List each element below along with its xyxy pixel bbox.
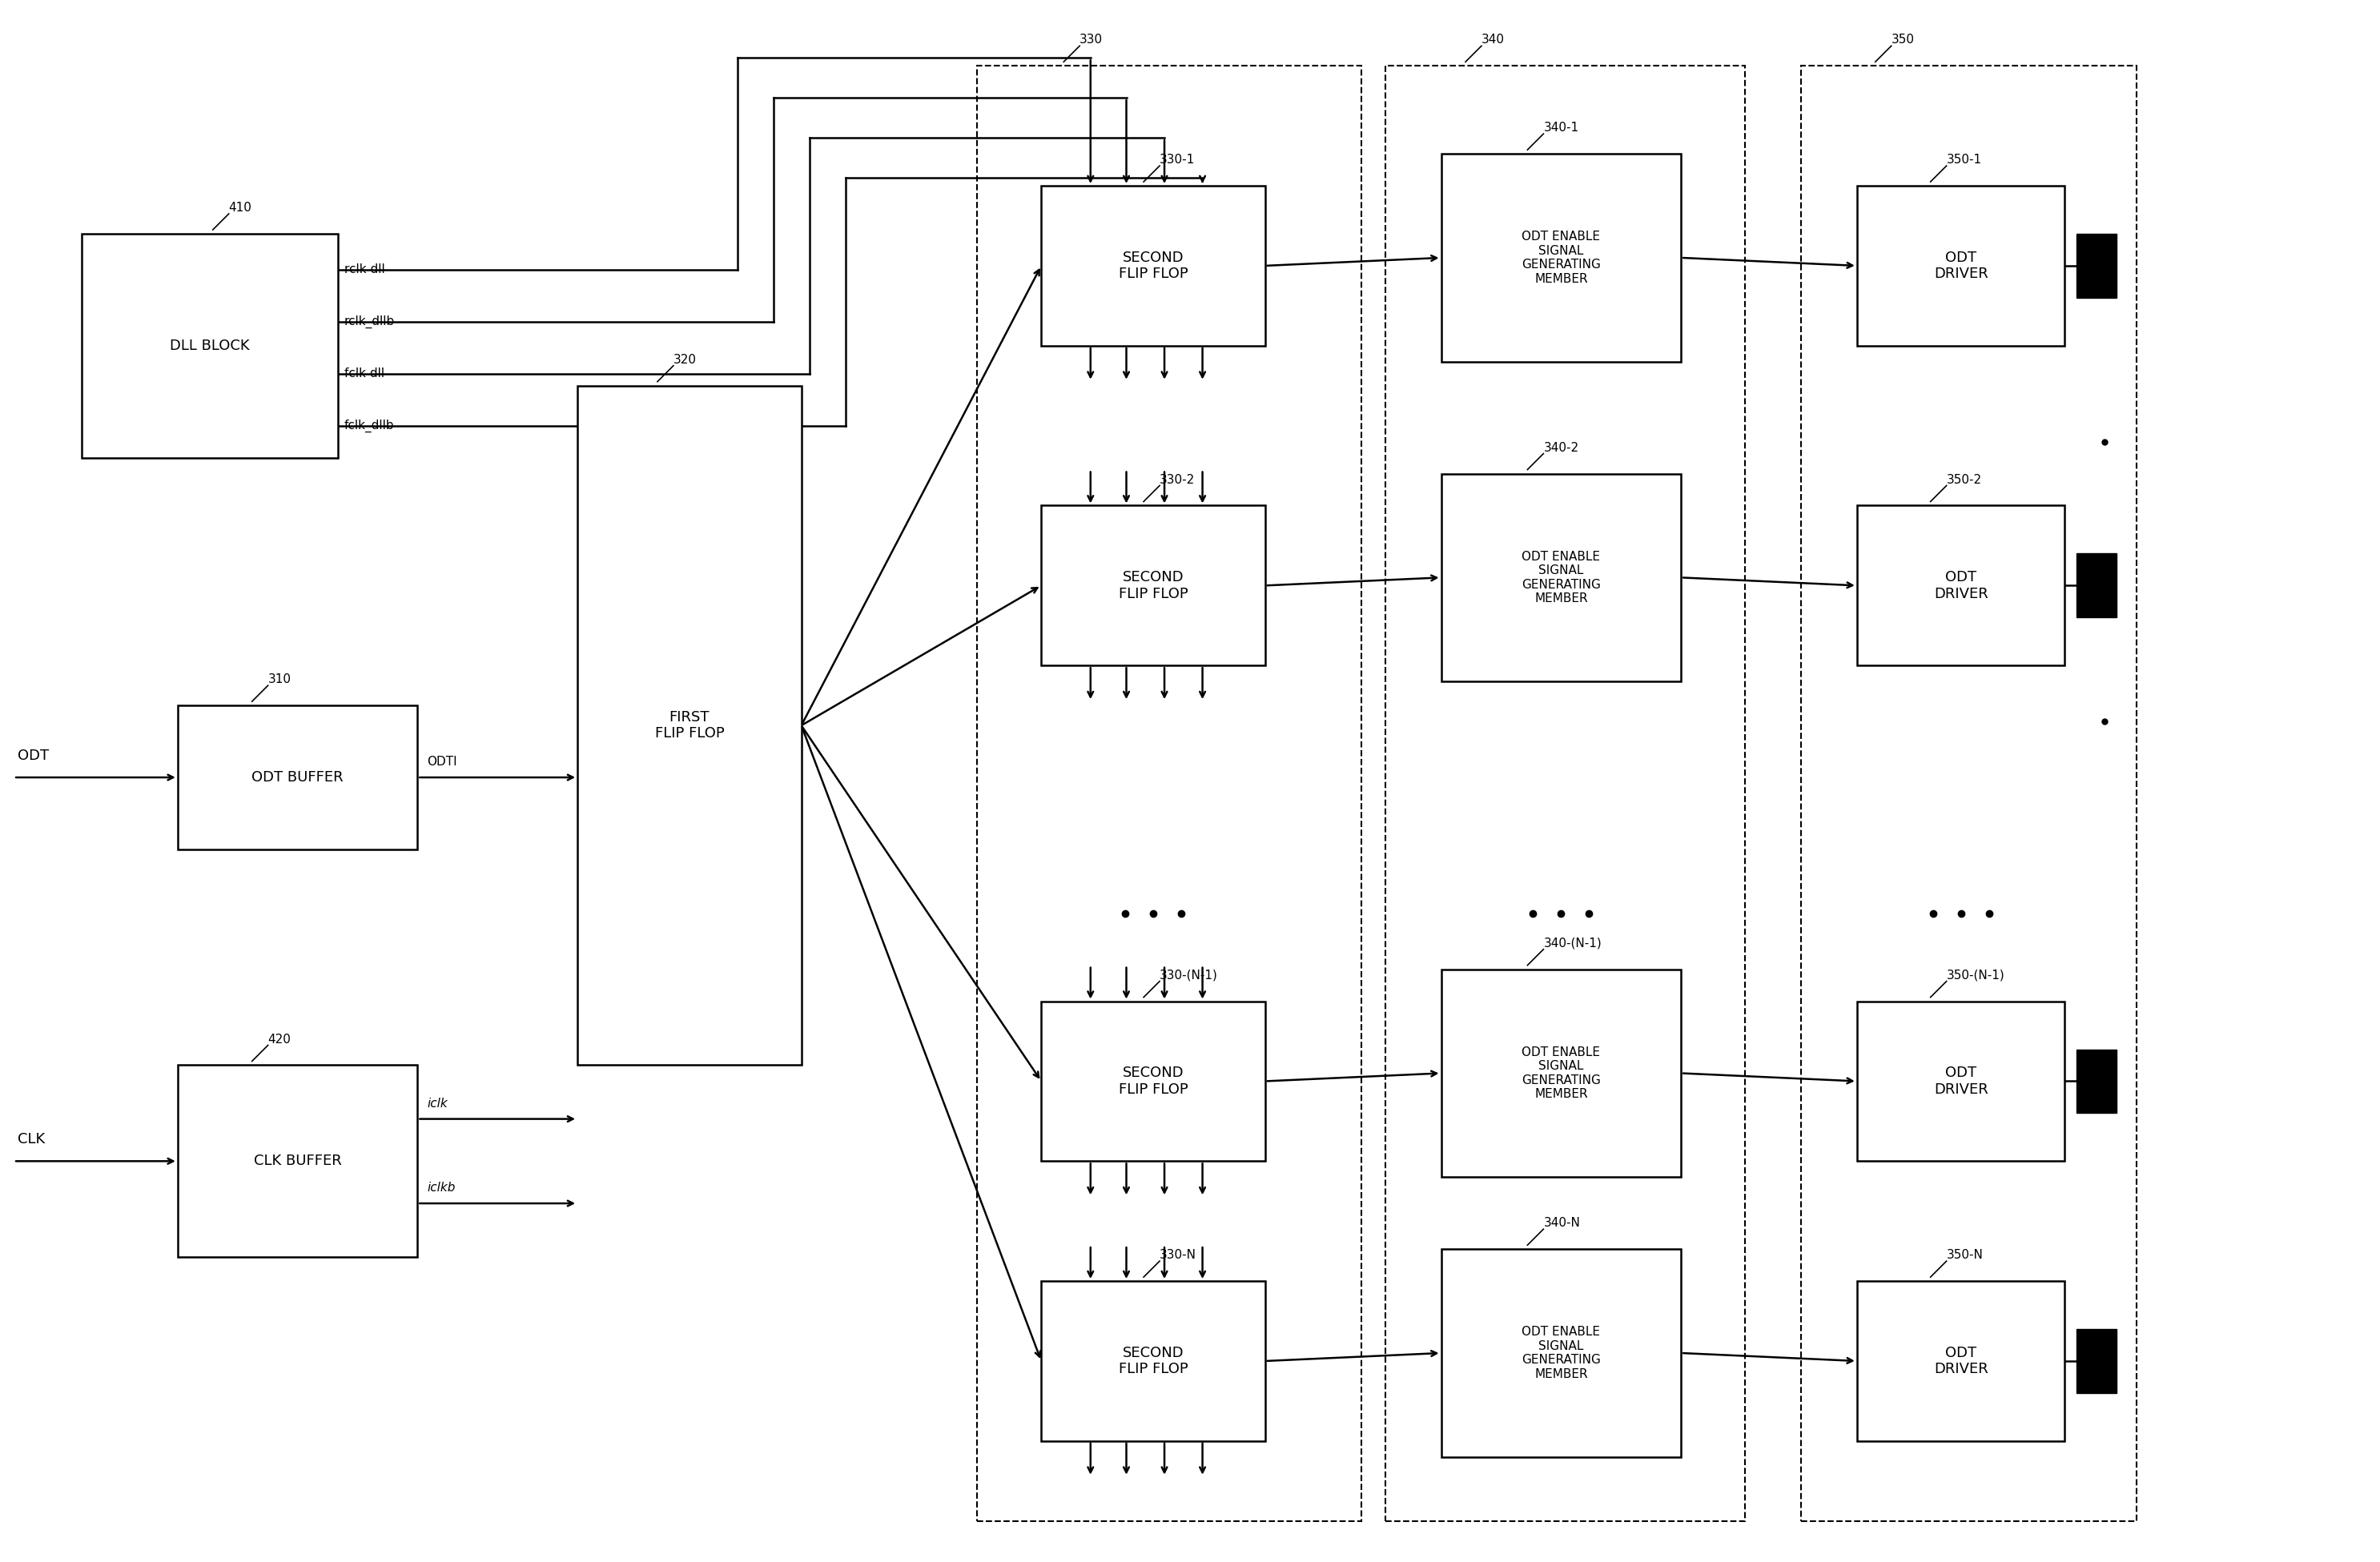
Bar (2078, 1050, 2116, 1114)
Text: SECOND
FLIP FLOP: SECOND FLIP FLOP (1119, 1345, 1188, 1376)
Bar (1442, 473, 1680, 681)
Bar (81, 234, 338, 458)
Bar (1442, 1250, 1680, 1457)
Text: 340-2: 340-2 (1545, 442, 1578, 453)
Text: CLK: CLK (17, 1132, 45, 1147)
Bar (1385, 66, 1745, 1521)
Text: SECOND
FLIP FLOP: SECOND FLIP FLOP (1119, 250, 1188, 281)
Bar (578, 386, 802, 1065)
Text: 350-1: 350-1 (1947, 153, 1983, 166)
Text: ODT
DRIVER: ODT DRIVER (1935, 250, 1987, 281)
Text: 350-(N-1): 350-(N-1) (1947, 970, 2004, 981)
Text: 340: 340 (1480, 34, 1504, 45)
Bar (1856, 186, 2066, 345)
Text: 330-N: 330-N (1159, 1250, 1197, 1261)
Text: iclk: iclk (426, 1098, 447, 1109)
Text: ODT
DRIVER: ODT DRIVER (1935, 570, 1987, 601)
Bar (2078, 553, 2116, 617)
Text: 330: 330 (1081, 34, 1102, 45)
Text: 340-N: 340-N (1545, 1217, 1580, 1229)
Bar (1442, 153, 1680, 362)
Text: ODT ENABLE
SIGNAL
GENERATING
MEMBER: ODT ENABLE SIGNAL GENERATING MEMBER (1521, 231, 1602, 284)
Text: DLL BLOCK: DLL BLOCK (169, 339, 250, 353)
Text: 330-2: 330-2 (1159, 473, 1195, 486)
Text: 420: 420 (269, 1032, 290, 1045)
Bar (1042, 506, 1266, 665)
Text: 350-2: 350-2 (1947, 473, 1983, 486)
Text: CLK BUFFER: CLK BUFFER (255, 1154, 340, 1168)
Bar (1856, 1281, 2066, 1442)
Bar (1856, 1001, 2066, 1161)
Text: 340-(N-1): 340-(N-1) (1545, 937, 1602, 950)
Text: ODTI: ODTI (426, 756, 457, 769)
Bar (2078, 234, 2116, 298)
Text: rclk dll: rclk dll (345, 264, 386, 276)
Text: ODT
DRIVER: ODT DRIVER (1935, 1065, 1987, 1097)
Bar (1856, 506, 2066, 665)
Text: 350-N: 350-N (1947, 1250, 1983, 1261)
Bar (978, 66, 1361, 1521)
Text: 310: 310 (269, 673, 290, 686)
Text: SECOND
FLIP FLOP: SECOND FLIP FLOP (1119, 570, 1188, 601)
Bar (1042, 186, 1266, 345)
Bar (1042, 1281, 1266, 1442)
Text: 320: 320 (674, 353, 697, 366)
Text: ODT ENABLE
SIGNAL
GENERATING
MEMBER: ODT ENABLE SIGNAL GENERATING MEMBER (1521, 1326, 1602, 1379)
Text: 330-1: 330-1 (1159, 153, 1195, 166)
Text: iclkb: iclkb (426, 1182, 455, 1193)
Bar (178, 706, 416, 850)
Text: ODT BUFFER: ODT BUFFER (252, 770, 343, 784)
Text: ODT ENABLE
SIGNAL
GENERATING
MEMBER: ODT ENABLE SIGNAL GENERATING MEMBER (1521, 551, 1602, 604)
Bar (1442, 970, 1680, 1178)
Text: ODT ENABLE
SIGNAL
GENERATING
MEMBER: ODT ENABLE SIGNAL GENERATING MEMBER (1521, 1047, 1602, 1100)
Text: fclk_dllb: fclk_dllb (345, 419, 395, 433)
Text: 330-(N-1): 330-(N-1) (1159, 970, 1219, 981)
Bar (178, 1065, 416, 1257)
Text: SECOND
FLIP FLOP: SECOND FLIP FLOP (1119, 1065, 1188, 1097)
Bar (1042, 1001, 1266, 1161)
Text: 350: 350 (1892, 34, 1914, 45)
Text: fclk dll: fclk dll (345, 367, 383, 380)
Text: rclk_dllb: rclk_dllb (345, 316, 395, 328)
Text: 340-1: 340-1 (1545, 122, 1578, 134)
Text: ODT: ODT (17, 748, 50, 762)
Text: 410: 410 (228, 201, 252, 214)
Bar (2078, 1329, 2116, 1393)
Text: FIRST
FLIP FLOP: FIRST FLIP FLOP (654, 709, 724, 740)
Text: ODT
DRIVER: ODT DRIVER (1935, 1345, 1987, 1376)
Bar (1802, 66, 2137, 1521)
